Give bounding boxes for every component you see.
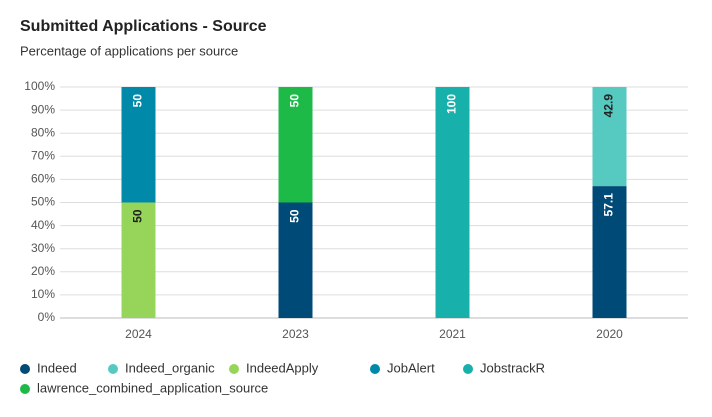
legend-marker <box>370 364 380 374</box>
legend-label: Indeed_organic <box>125 360 215 375</box>
legend-marker <box>20 384 30 394</box>
bar-segment <box>121 87 156 203</box>
data-label: 50 <box>288 94 302 108</box>
chart-title: Submitted Applications - Source <box>20 18 267 35</box>
bar-segment <box>592 87 627 187</box>
data-label: 100 <box>445 94 459 114</box>
legend-label: lawrence_combined_application_source <box>37 380 268 395</box>
data-label: 50 <box>131 209 145 223</box>
y-tick-label: 10% <box>31 287 55 301</box>
bar-segment <box>435 87 470 318</box>
x-tick-label: 2024 <box>125 327 152 341</box>
legend-marker <box>463 364 473 374</box>
y-tick-label: 60% <box>31 172 55 186</box>
bar-segment <box>278 87 313 203</box>
y-tick-label: 80% <box>31 125 55 139</box>
y-tick-label: 30% <box>31 241 55 255</box>
legend-label: JobstrackR <box>480 360 545 375</box>
legend-marker <box>229 364 239 374</box>
legend-label: Indeed <box>37 360 77 375</box>
bar-segment <box>278 202 313 318</box>
data-label: 50 <box>131 94 145 108</box>
x-tick-label: 2023 <box>282 327 309 341</box>
y-tick-label: 50% <box>31 195 55 209</box>
legend-label: JobAlert <box>387 360 435 375</box>
y-tick-label: 70% <box>31 148 55 162</box>
bar-segment <box>121 202 156 318</box>
y-tick-label: 90% <box>31 102 55 116</box>
x-tick-label: 2020 <box>596 327 623 341</box>
y-tick-label: 20% <box>31 264 55 278</box>
legend-label: IndeedApply <box>246 360 319 375</box>
x-tick-label: 2021 <box>439 327 466 341</box>
y-tick-label: 0% <box>38 310 56 324</box>
legend-marker <box>20 364 30 374</box>
data-label: 57.1 <box>602 193 616 217</box>
legend-marker <box>108 364 118 374</box>
chart-subtitle: Percentage of applications per source <box>20 43 238 58</box>
data-label: 42.9 <box>602 94 616 118</box>
bar-segment <box>592 186 627 318</box>
data-label: 50 <box>288 209 302 223</box>
y-tick-label: 40% <box>31 218 55 232</box>
y-tick-label: 100% <box>24 79 55 93</box>
